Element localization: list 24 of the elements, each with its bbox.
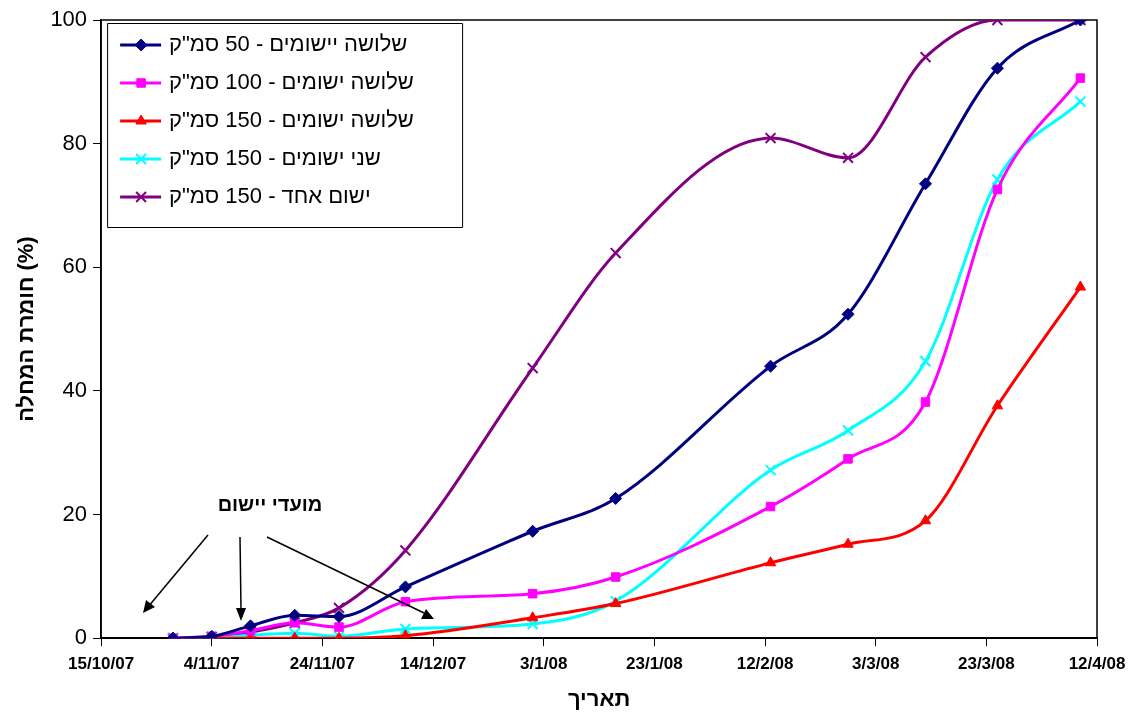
y-tick-label: 0 [74,624,88,650]
x-tick-label: 14/12/07 [399,654,467,674]
x-tick-label: 3/1/08 [520,654,568,674]
annotation: מועדי יישום [217,492,323,515]
y-tick-label: 100 [50,6,88,32]
legend-label: שלושה ישומים - 100 סמ"ק [169,69,414,95]
x-axis-title: תאריך [567,685,631,711]
legend-label: שלושה יישומים - 50 סמ"ק [169,31,408,57]
x-tick-label: 15/10/07 [68,654,135,674]
x-tick-label: 4/11/07 [183,654,240,674]
y-tick-label: 60 [62,253,88,279]
y-tick-label: 80 [62,129,88,155]
x-tick-label: 12/4/08 [1068,654,1126,674]
legend-label: שני ישומים - 150 סמ"ק [169,145,381,171]
legend-label: שלושה ישומים - 150 סמ"ק [169,107,414,133]
x-tick-label: 3/3/08 [852,654,900,674]
y-axis-title: חומרת המחלה (%) [13,236,39,422]
x-tick-label: 23/3/08 [957,654,1015,674]
x-tick-label: 23/1/08 [626,654,683,674]
legend-label: ישום אחד - 150 סמ"ק [169,183,371,209]
y-tick-label: 40 [62,376,88,402]
x-tick-label: 24/11/07 [289,654,356,674]
x-tick-label: 12/2/08 [736,654,794,674]
y-tick-label: 20 [62,500,88,526]
